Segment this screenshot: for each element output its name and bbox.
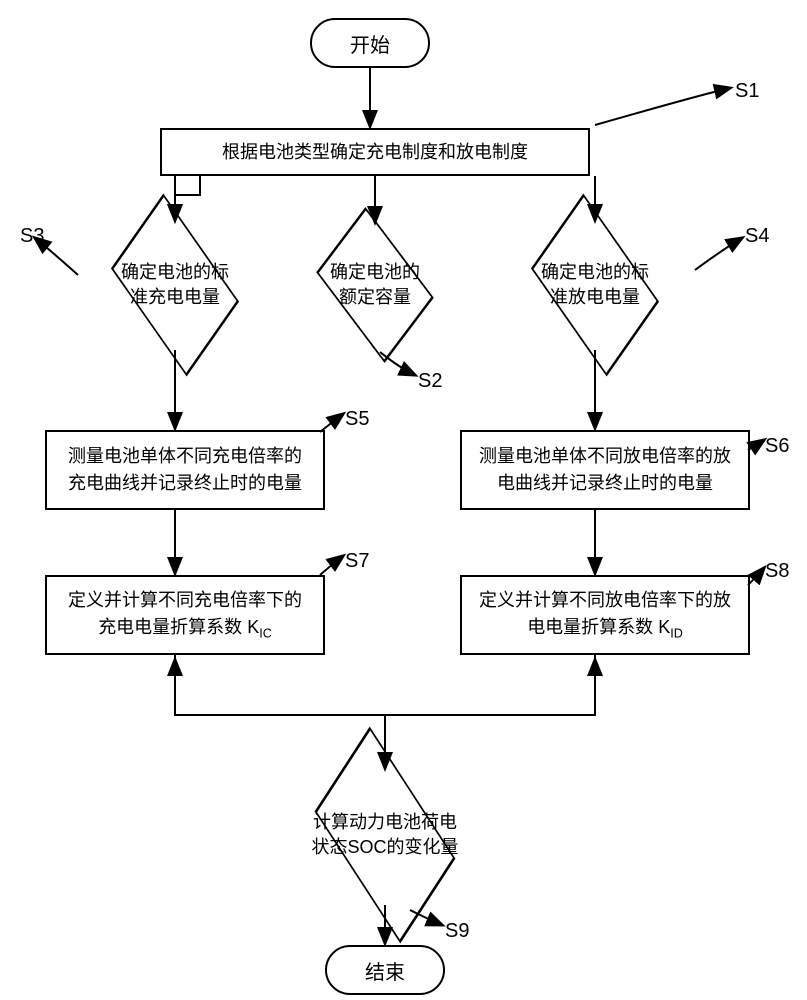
label-s3: S3 [20, 225, 44, 248]
step-s9-text: 计算动力电池荷电状态SOC的变化量 [311, 810, 458, 860]
terminal-start-text: 开始 [350, 29, 390, 58]
step-s6: 测量电池单体不同放电倍率的放电曲线并记录终止时的电量 [460, 430, 750, 510]
step-s7: 定义并计算不同充电倍率下的充电电量折算系数 KIC [45, 575, 325, 655]
ptr-s1 [595, 88, 730, 125]
ptr-s7 [320, 556, 343, 575]
step-s2: 确定电池的额定容量 [285, 215, 465, 355]
step-s3-text: 确定电池的标准充电电量 [121, 260, 229, 310]
edge-s1-s3 [175, 176, 200, 220]
ptr-s4 [695, 238, 742, 270]
label-s4: S4 [745, 225, 769, 248]
step-s4-text: 确定电池的标准放电电量 [541, 260, 649, 310]
step-s8: 定义并计算不同放电倍率下的放电电量折算系数 KID [460, 575, 750, 655]
terminal-end: 结束 [325, 945, 445, 995]
step-s7-text: 定义并计算不同充电倍率下的充电电量折算系数 KIC [68, 587, 302, 643]
terminal-end-text: 结束 [365, 956, 405, 985]
label-s6: S6 [765, 435, 789, 458]
terminal-start: 开始 [310, 18, 430, 68]
ptr-s8 [748, 568, 764, 585]
step-s1-text: 根据电池类型确定充电制度和放电制度 [222, 139, 528, 166]
step-s2-text: 确定电池的额定容量 [330, 260, 420, 310]
ptr-s6 [748, 440, 764, 450]
flowchart-canvas: 开始 根据电池类型确定充电制度和放电制度 确定电池的标准充电电量 确定电池的额定… [0, 0, 807, 1000]
step-s8-text: 定义并计算不同放电倍率下的放电电量折算系数 KID [479, 587, 731, 643]
step-s1: 根据电池类型确定充电制度和放电制度 [160, 128, 590, 176]
label-s7: S7 [345, 550, 369, 573]
label-s8: S8 [765, 560, 789, 583]
edge-s7-merge [175, 655, 385, 715]
step-s5-text: 测量电池单体不同充电倍率的充电曲线并记录终止时的电量 [68, 443, 302, 497]
label-s5: S5 [345, 408, 369, 431]
step-s3: 确定电池的标准充电电量 [70, 215, 280, 355]
label-s9: S9 [445, 920, 469, 943]
step-s9: 计算动力电池荷电状态SOC的变化量 [260, 760, 510, 910]
label-s1: S1 [735, 80, 759, 103]
edge-s8-merge [385, 655, 595, 715]
step-s6-text: 测量电池单体不同放电倍率的放电曲线并记录终止时的电量 [479, 443, 731, 497]
label-s2: S2 [418, 370, 442, 393]
step-s4: 确定电池的标准放电电量 [490, 215, 700, 355]
step-s5: 测量电池单体不同充电倍率的充电曲线并记录终止时的电量 [45, 430, 325, 510]
